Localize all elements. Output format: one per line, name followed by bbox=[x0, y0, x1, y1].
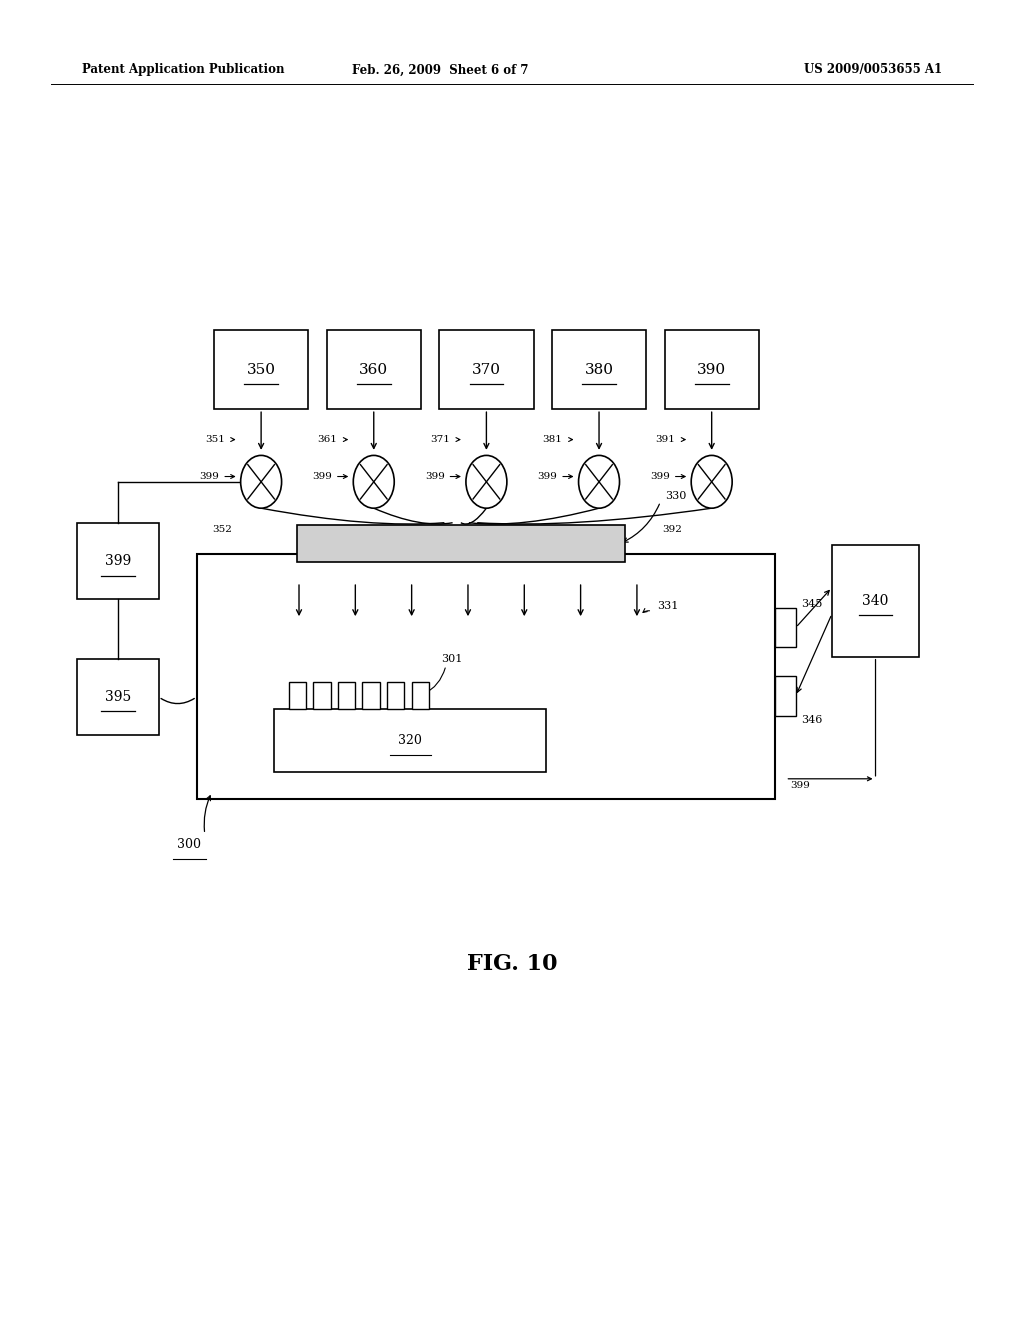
Text: 352: 352 bbox=[212, 525, 231, 533]
Text: 350: 350 bbox=[247, 363, 275, 376]
Text: 320: 320 bbox=[398, 734, 422, 747]
Bar bbox=[552, 330, 646, 409]
Text: 340: 340 bbox=[862, 594, 889, 607]
Bar bbox=[77, 659, 159, 735]
Text: US 2009/0053655 A1: US 2009/0053655 A1 bbox=[804, 63, 942, 77]
Bar bbox=[387, 682, 404, 709]
Circle shape bbox=[691, 455, 732, 508]
Bar bbox=[289, 682, 306, 709]
Bar bbox=[297, 525, 625, 562]
Text: 345: 345 bbox=[801, 599, 822, 609]
Text: 362: 362 bbox=[325, 525, 344, 533]
Text: 382: 382 bbox=[550, 525, 569, 533]
Circle shape bbox=[579, 455, 620, 508]
Bar bbox=[214, 330, 308, 409]
Text: FIG. 10: FIG. 10 bbox=[467, 953, 557, 974]
Circle shape bbox=[241, 455, 282, 508]
Bar bbox=[775, 676, 796, 715]
Text: Patent Application Publication: Patent Application Publication bbox=[82, 63, 285, 77]
Text: 399: 399 bbox=[104, 554, 131, 568]
Bar bbox=[362, 682, 380, 709]
Text: 399: 399 bbox=[312, 473, 332, 480]
Text: 361: 361 bbox=[317, 436, 337, 444]
Text: 301: 301 bbox=[440, 653, 462, 664]
Text: 360: 360 bbox=[359, 363, 388, 376]
Bar bbox=[77, 523, 159, 599]
Text: 399: 399 bbox=[200, 473, 219, 480]
Bar bbox=[313, 682, 331, 709]
Text: Feb. 26, 2009  Sheet 6 of 7: Feb. 26, 2009 Sheet 6 of 7 bbox=[352, 63, 528, 77]
Text: 300: 300 bbox=[177, 838, 202, 851]
Text: 380: 380 bbox=[585, 363, 613, 376]
Text: 395: 395 bbox=[104, 690, 131, 704]
Text: 351: 351 bbox=[205, 436, 224, 444]
Bar bbox=[831, 544, 920, 656]
Text: 399: 399 bbox=[791, 781, 810, 789]
Bar bbox=[775, 607, 796, 648]
Text: 399: 399 bbox=[425, 473, 444, 480]
Text: 392: 392 bbox=[663, 525, 682, 533]
Text: 372: 372 bbox=[437, 525, 457, 533]
Bar bbox=[327, 330, 421, 409]
Bar bbox=[665, 330, 759, 409]
Bar bbox=[274, 709, 546, 772]
Circle shape bbox=[466, 455, 507, 508]
Bar bbox=[439, 330, 534, 409]
Text: 331: 331 bbox=[657, 601, 679, 611]
Text: 390: 390 bbox=[697, 363, 726, 376]
Bar bbox=[197, 554, 775, 799]
Text: 399: 399 bbox=[650, 473, 670, 480]
Circle shape bbox=[353, 455, 394, 508]
Text: 399: 399 bbox=[538, 473, 557, 480]
Bar bbox=[412, 682, 429, 709]
Text: 370: 370 bbox=[472, 363, 501, 376]
Text: 381: 381 bbox=[543, 436, 562, 444]
Text: 330: 330 bbox=[666, 491, 687, 502]
Text: 346: 346 bbox=[801, 715, 822, 725]
Text: 371: 371 bbox=[430, 436, 450, 444]
Bar bbox=[338, 682, 355, 709]
Text: 391: 391 bbox=[655, 436, 675, 444]
